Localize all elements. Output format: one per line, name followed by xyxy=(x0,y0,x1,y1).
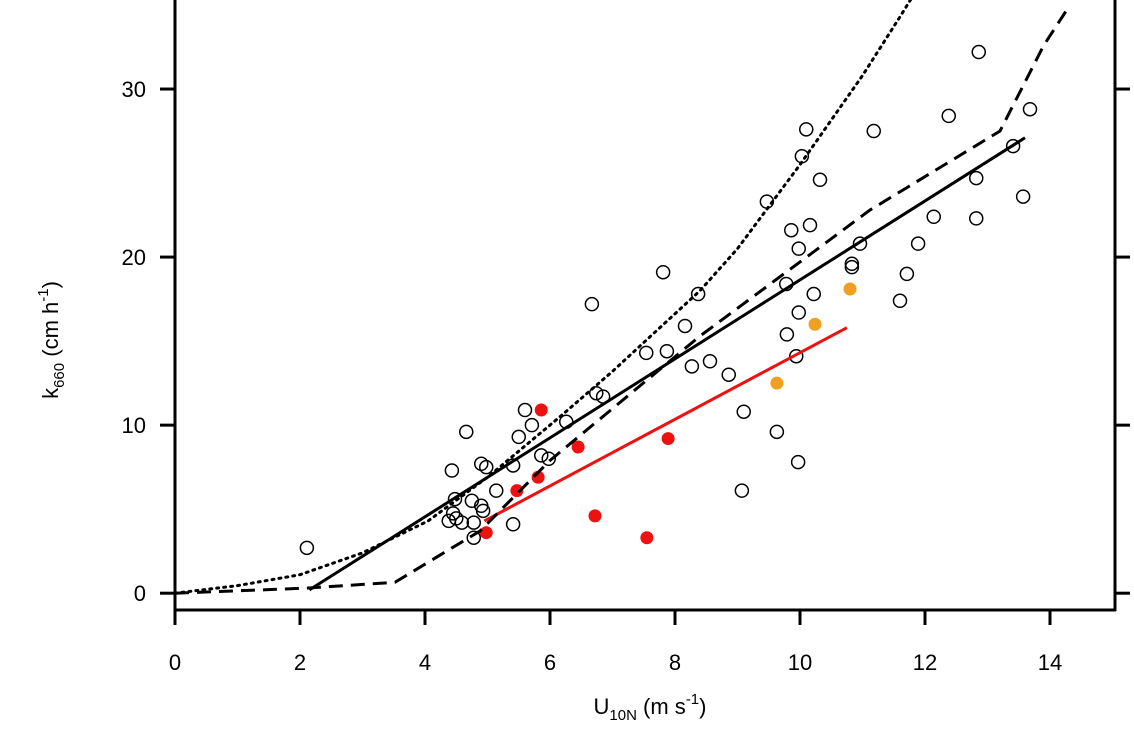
point xyxy=(505,517,521,532)
point xyxy=(808,317,822,331)
point xyxy=(721,367,736,382)
point xyxy=(466,530,481,545)
point xyxy=(852,236,868,251)
x-tick-label: 6 xyxy=(544,650,556,675)
x-tick-label: 12 xyxy=(913,650,937,675)
point xyxy=(791,241,806,256)
point xyxy=(684,359,700,374)
point xyxy=(892,293,908,309)
point xyxy=(659,343,675,359)
point xyxy=(1015,189,1031,204)
point xyxy=(524,417,540,433)
point xyxy=(589,385,604,401)
point xyxy=(466,515,481,530)
point xyxy=(447,491,463,507)
point xyxy=(517,402,533,418)
point xyxy=(479,459,494,475)
y-label-sup: -1 xyxy=(35,288,52,301)
y-label-base: k xyxy=(38,387,63,399)
x-label-text: (m s xyxy=(637,694,686,719)
point xyxy=(910,236,926,251)
point xyxy=(899,266,915,282)
y-label-end: ) xyxy=(38,281,63,288)
point xyxy=(769,424,785,440)
x-label-sup: -1 xyxy=(686,691,699,708)
fit-line xyxy=(308,136,1026,592)
point xyxy=(584,296,600,312)
point xyxy=(571,440,585,454)
point xyxy=(690,286,706,302)
point xyxy=(639,345,654,361)
point xyxy=(702,354,718,369)
point xyxy=(802,217,818,233)
point xyxy=(475,503,491,519)
point xyxy=(655,264,671,280)
point xyxy=(806,286,821,302)
plot-area xyxy=(175,0,1072,595)
point xyxy=(489,483,504,498)
point xyxy=(479,526,493,540)
y-tick-label: 10 xyxy=(122,413,146,438)
y-axis-label: k660 (cm h-1) xyxy=(35,281,68,399)
point xyxy=(969,170,984,186)
point xyxy=(734,483,750,498)
x-tick-label: 10 xyxy=(788,650,812,675)
point xyxy=(299,540,315,556)
fit-line xyxy=(483,326,848,523)
point xyxy=(1005,138,1021,154)
point xyxy=(534,448,549,463)
x-tick-label: 8 xyxy=(669,650,681,675)
point xyxy=(969,211,984,226)
point xyxy=(843,282,857,296)
point xyxy=(971,44,986,60)
point xyxy=(844,256,860,272)
y-label-sub: 660 xyxy=(51,363,68,388)
point xyxy=(784,222,799,238)
point xyxy=(866,123,881,139)
point xyxy=(789,348,804,364)
x-label-base: U xyxy=(594,694,610,719)
x-tick-label: 14 xyxy=(1038,650,1062,675)
x-label-sub: 10N xyxy=(609,707,637,724)
point xyxy=(588,509,602,523)
point xyxy=(799,122,814,137)
x-tick-label: 2 xyxy=(294,650,306,675)
x-label-end: ) xyxy=(699,694,706,719)
point xyxy=(926,209,941,224)
point xyxy=(454,515,470,530)
point xyxy=(459,424,474,440)
point xyxy=(779,327,795,342)
point xyxy=(790,454,806,470)
fit-line xyxy=(175,0,913,595)
x-tick-label: 4 xyxy=(419,650,431,675)
point xyxy=(640,531,654,545)
y-tick-label: 0 xyxy=(134,581,146,606)
point xyxy=(1022,101,1038,117)
y-label-text: (cm h xyxy=(38,302,63,363)
point xyxy=(791,305,806,320)
y-tick-label: 30 xyxy=(122,77,146,102)
point xyxy=(677,318,693,334)
point xyxy=(541,451,556,466)
point xyxy=(441,513,456,529)
point xyxy=(534,403,548,417)
x-axis-label: U10N (m s-1) xyxy=(594,691,707,724)
point xyxy=(444,463,460,478)
fit-line xyxy=(175,4,1072,595)
point xyxy=(812,172,828,188)
point xyxy=(844,259,860,275)
point xyxy=(510,484,524,498)
point xyxy=(941,108,956,124)
point xyxy=(770,376,784,390)
point xyxy=(736,404,751,419)
y-tick-label: 20 xyxy=(122,245,146,270)
point xyxy=(661,432,675,446)
x-tick-label: 0 xyxy=(169,650,181,675)
point xyxy=(511,429,526,445)
